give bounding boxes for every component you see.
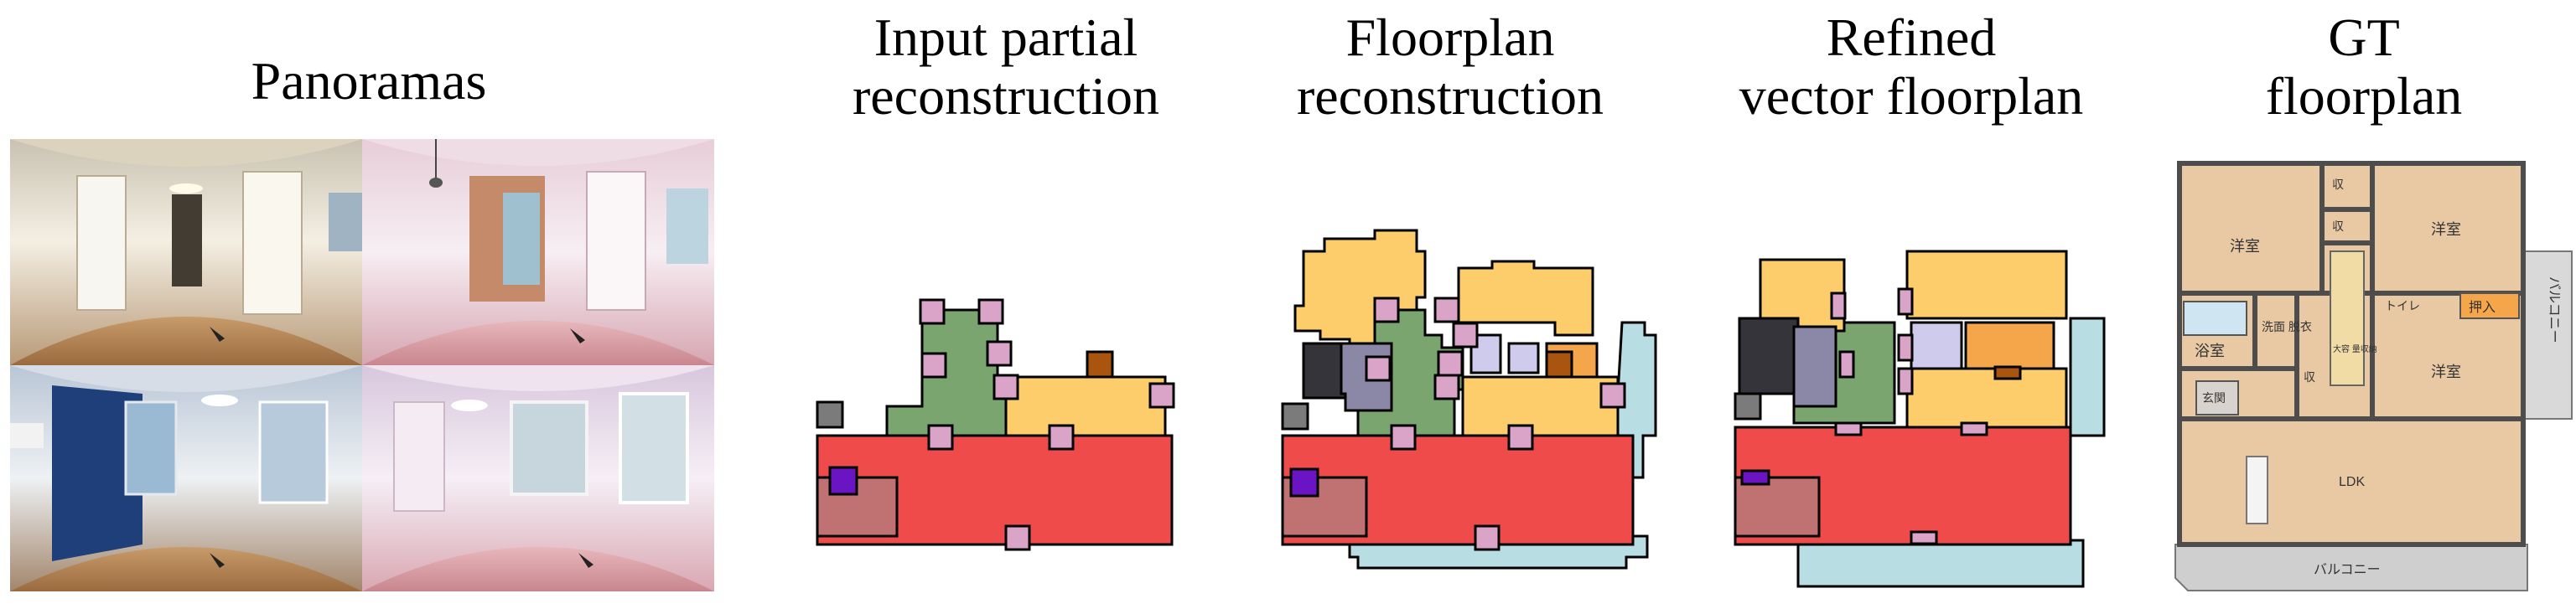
title-gt: GT floorplan [2196, 8, 2532, 126]
refined-bedroom-right [1905, 367, 2068, 429]
gt-label-balcony-right: バルコニー [2547, 276, 2561, 343]
gt-label-ldk: LDK [2339, 475, 2365, 489]
floorplan-recon-plan [1281, 229, 1657, 570]
title-panoramas-line1: Panoramas [251, 51, 487, 111]
refined-balcony-right [2069, 317, 2106, 437]
gt-balcony-right [2522, 250, 2573, 420]
recon-doors [1365, 297, 1626, 551]
refined-closet-gray [1792, 325, 1837, 408]
gt-label-closet-a: 収 [2332, 178, 2344, 191]
gt-label-closet-b: 収 [2332, 219, 2344, 233]
gt-label-entrance: 玄関 [2202, 391, 2226, 405]
gt-label-washroom: 洗面 脱衣 [2262, 320, 2312, 333]
title-floorplan-recon: Floorplan reconstruction [1257, 8, 1643, 126]
gt-label-oshiire: 押入 [2469, 300, 2496, 315]
refined-vector-plan [1734, 250, 2106, 588]
title-input-partial: Input partial reconstruction [805, 8, 1207, 126]
recon-lavender [1469, 333, 1502, 374]
title-floorplan-line2: reconstruction [1296, 66, 1604, 126]
input-window-brown [1086, 350, 1114, 379]
input-bedroom [1004, 375, 1167, 437]
title-refined: Refined vector floorplan [1693, 8, 2129, 126]
input-dark-closet [816, 400, 844, 429]
recon-lavender-2 [1507, 342, 1540, 374]
gt-genkan-tile [2195, 380, 2239, 415]
gt-kitchen [2246, 456, 2268, 524]
panorama-blue-room [10, 365, 362, 591]
title-floorplan-line1: Floorplan [1345, 8, 1555, 67]
panorama-pink-room [362, 139, 714, 365]
gt-label-balcony-bottom: バルコニー [2314, 563, 2381, 577]
input-partial-plan [816, 298, 1175, 551]
title-refined-line1: Refined [1826, 8, 1997, 67]
title-input-line1: Input partial [873, 8, 1138, 67]
panorama-bright-room [362, 365, 714, 591]
gt-label-storage2: 大容 量収納 [2333, 343, 2377, 354]
input-doors [919, 298, 1175, 551]
recon-window-brown [1545, 350, 1573, 379]
refined-balcony-bottom [1796, 539, 2085, 588]
recon-small-gray [1281, 402, 1309, 431]
gt-oshiire-box [2459, 292, 2520, 319]
input-window-purple [828, 466, 858, 496]
refined-closet-dark [1738, 317, 1800, 395]
refined-window-brown [1993, 365, 2022, 380]
gt-walls [2177, 161, 2526, 547]
gt-label-storage: 収 [2304, 370, 2315, 384]
gt-storage-strip [2330, 250, 2365, 386]
refined-bedroom-top [1905, 250, 2068, 320]
gt-label-room-tl: 洋室 [2230, 238, 2260, 255]
recon-window-purple [1289, 467, 1319, 498]
title-gt-line2: floorplan [2265, 66, 2463, 126]
gt-label-toilet: トイレ [2385, 299, 2420, 312]
refined-orange [1964, 321, 2055, 370]
gt-label-room-tr: 洋室 [2431, 221, 2461, 238]
refined-doors [1830, 287, 1988, 545]
recon-bedroom-top [1457, 260, 1594, 337]
panorama-grid [10, 139, 714, 591]
gt-room-labels: 洋室 洋室 収 収 浴室 洗面 脱衣 トイレ 収 大容 量収納 押入 洋室 玄関… [2195, 178, 2561, 577]
gt-label-room-mid: 洋室 [2431, 364, 2461, 380]
gt-floorplan: 洋室 洋室 収 収 浴室 洗面 脱衣 トイレ 収 大容 量収納 押入 洋室 玄関… [2167, 159, 2573, 603]
gt-label-bath: 浴室 [2195, 343, 2225, 359]
title-panoramas: Panoramas [193, 52, 545, 111]
refined-entrance [1734, 476, 1821, 538]
refined-small-gray [1734, 392, 1762, 421]
recon-bedroom-right [1461, 375, 1620, 437]
panorama-hallway [10, 139, 362, 365]
title-refined-line2: vector floorplan [1739, 66, 2084, 126]
refined-window-purple [1740, 469, 1770, 486]
title-gt-line1: GT [2328, 8, 2400, 67]
gt-bathtub [2183, 301, 2247, 336]
refined-lavender [1910, 321, 1963, 370]
title-input-line2: reconstruction [852, 66, 1160, 126]
